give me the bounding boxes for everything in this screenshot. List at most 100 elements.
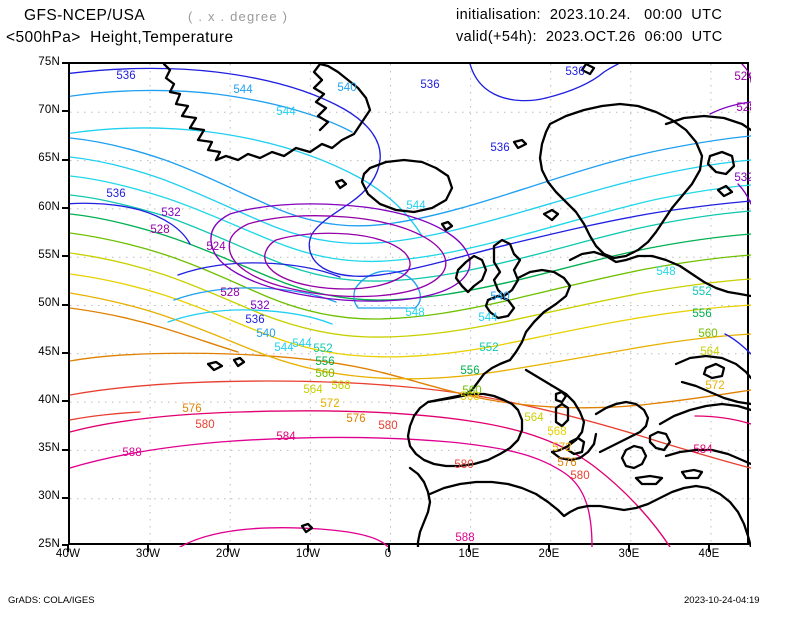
contour-label: 564 [524, 412, 544, 424]
height-contours [70, 64, 751, 547]
contour-label: 560 [698, 328, 717, 340]
x-tick-label: 30W [135, 548, 161, 560]
valid-time: valid(+54h): 2023.OCT.26 06:00 UTC [456, 29, 723, 45]
contour-label: 572 [705, 380, 724, 392]
y-tick [62, 544, 69, 546]
contour-label: 536 [420, 79, 439, 91]
y-tick [62, 159, 69, 161]
contour-label: 544 [478, 312, 498, 324]
contour-label: 552 [479, 342, 498, 354]
x-tick [548, 545, 550, 552]
contour-560 [70, 232, 751, 320]
y-tick [62, 497, 69, 499]
x-tick-label: 0 [384, 548, 392, 560]
contour-label: 536 [106, 188, 125, 200]
contour-540 [70, 89, 751, 309]
contour-label: 528 [220, 287, 239, 299]
y-tick-label: 75N [38, 56, 60, 68]
contour-label: 544 [233, 84, 253, 96]
contour-564 [70, 252, 751, 338]
x-tick-label: 10E [458, 548, 480, 560]
grads-credit: GrADS: COLA/IGES [8, 595, 95, 606]
contour-label: 580 [195, 419, 214, 431]
contour-572 [70, 292, 751, 380]
contour-label: 580 [378, 420, 397, 432]
x-tick-label: 20W [215, 548, 241, 560]
contour-label: 544 [276, 106, 296, 118]
contour-588 [70, 436, 593, 547]
contour-532 [210, 101, 751, 302]
contour-label: 540 [490, 291, 509, 303]
contour-label: 536 [116, 70, 135, 82]
contour-label: 552 [313, 343, 332, 355]
contour-label: 536 [245, 314, 264, 326]
grid-resolution-note: ( . x . degree ) [188, 9, 289, 24]
y-tick-label: 55N [38, 249, 60, 261]
y-tick [62, 449, 69, 451]
x-tick-label: 30E [618, 548, 640, 560]
contour-label: 548 [405, 307, 424, 319]
y-tick [62, 207, 69, 209]
contour-label: 532 [250, 300, 269, 312]
contour-label: 544 [274, 342, 294, 354]
contour-label: 524 [206, 241, 226, 253]
grid-lines [70, 64, 751, 547]
contour-label: 548 [656, 266, 675, 278]
contour-label: 564 [700, 346, 720, 358]
contour-label: 576 [346, 413, 365, 425]
contour-label: 544 [292, 338, 312, 350]
contour-552 [70, 194, 751, 282]
y-tick-label: 35N [38, 442, 60, 454]
y-tick [62, 400, 69, 402]
contour-label: 588 [455, 532, 474, 544]
y-tick [62, 110, 69, 112]
x-tick [147, 545, 149, 552]
x-tick [307, 545, 309, 552]
y-tick [62, 352, 69, 354]
contour-label: 584 [276, 431, 296, 443]
contour-label: 560 [462, 385, 481, 397]
contour-536 [70, 64, 751, 355]
map-plot-area: 536 544 544 540 536 536 536 544 536 532 … [68, 62, 751, 547]
contour-label: 576 [557, 457, 576, 469]
contour-label: 584 [693, 444, 713, 456]
contour-label: 580 [454, 459, 473, 471]
contour-548 [70, 175, 751, 263]
y-tick-label: 45N [38, 346, 60, 358]
x-tick-label: 20E [538, 548, 560, 560]
contour-label: 552 [692, 286, 711, 298]
contour-528 [228, 64, 751, 298]
y-tick-label: 30N [38, 490, 60, 502]
contour-label: 588 [122, 447, 141, 459]
contour-label: 572 [320, 398, 339, 410]
x-tick [67, 545, 69, 552]
contour-label: 536 [565, 66, 584, 78]
chart-footer: GrADS: COLA/IGES 2023-10-24-04:19 [0, 590, 800, 618]
contour-label: 524 [734, 71, 751, 83]
y-tick-label: 65N [38, 152, 60, 164]
contour-label: 568 [331, 380, 350, 392]
plot-timestamp: 2023-10-24-04:19 [684, 595, 760, 606]
y-tick [62, 304, 69, 306]
contour-label: 568 [547, 426, 566, 438]
contour-label: 556 [692, 308, 711, 320]
contour-label: 556 [460, 365, 479, 377]
x-tick [628, 545, 630, 552]
contour-524 [264, 232, 411, 290]
contour-label: 532 [734, 172, 751, 184]
initialisation-time: initialisation: 2023.10.24. 00:00 UTC [456, 7, 723, 23]
contour-label: 572 [552, 442, 571, 454]
x-tick-label: 40E [698, 548, 720, 560]
y-tick-label: 60N [38, 201, 60, 213]
level-and-fields: <500hPa> Height,Temperature [6, 29, 234, 46]
y-tick [62, 255, 69, 257]
y-tick-label: 50N [38, 297, 60, 309]
contour-label: 536 [490, 142, 509, 154]
x-tick-label: 40W [55, 548, 81, 560]
contour-value-labels: 536 544 544 540 536 536 536 544 536 532 … [106, 66, 751, 544]
contour-map-svg: 536 544 544 540 536 536 536 544 536 532 … [70, 64, 751, 547]
contour-label: 580 [570, 470, 589, 482]
contour-label: 540 [337, 82, 356, 94]
contour-label: 576 [182, 403, 201, 415]
contour-label: 556 [315, 356, 334, 368]
